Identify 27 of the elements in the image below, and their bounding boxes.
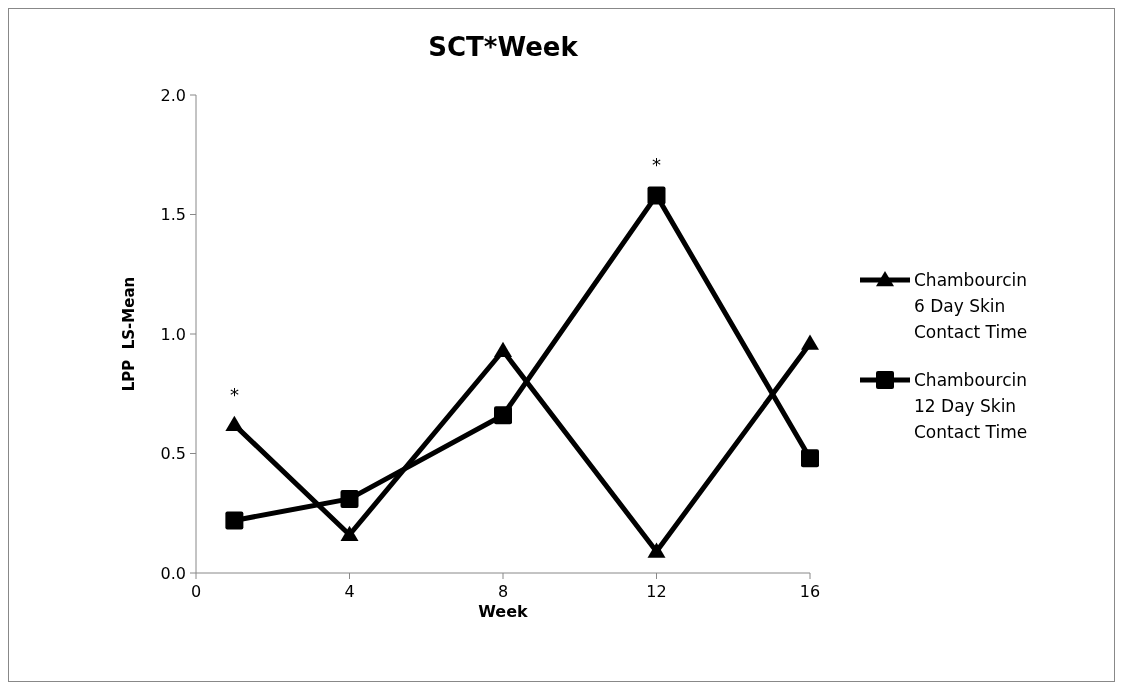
point	[801, 334, 819, 350]
point	[647, 186, 666, 205]
point	[340, 525, 359, 542]
annotation: *	[229, 383, 239, 405]
chart-title: SCT*Week	[428, 32, 579, 62]
y-axis-title: LPP LS-Mean	[120, 276, 138, 392]
y-tick-label: 2.0	[160, 85, 186, 105]
point	[494, 341, 512, 358]
legend-label: Chambourcin 12 Day Skin Contact Time	[914, 369, 1028, 442]
y-tick-label: 1.5	[160, 205, 186, 225]
point	[494, 406, 512, 425]
legend-label: Chambourcin 6 Day Skin Contact Time	[914, 269, 1028, 342]
annotation: *	[652, 154, 661, 176]
y-tick-label: 0.5	[160, 444, 186, 464]
point	[801, 449, 819, 468]
x-tick-label: 8	[497, 582, 509, 601]
point	[340, 489, 359, 508]
x-tick-label: 12	[646, 582, 667, 601]
y-tick-label: 0.0	[160, 563, 186, 583]
y-tick-label: 1.0	[160, 324, 186, 344]
x-tick-label: 0	[190, 582, 202, 601]
point	[225, 511, 244, 530]
x-tick-label: 4	[344, 582, 355, 601]
point	[225, 415, 244, 432]
x-axis-title: Week	[478, 602, 529, 621]
x-tick-label: 16	[799, 582, 821, 601]
point	[647, 542, 666, 558]
